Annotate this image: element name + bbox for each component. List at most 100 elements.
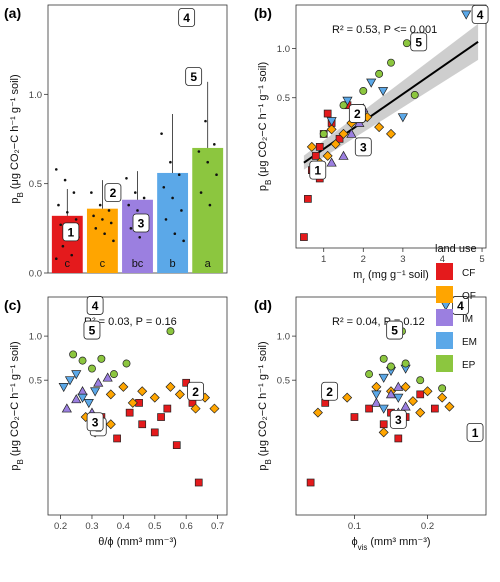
legend-label-ep: EP [462, 360, 476, 371]
bar-point-cf [74, 218, 78, 221]
panel-d-callout-4-label: 4 [457, 299, 464, 313]
bar-point-of [112, 239, 115, 243]
panel-c-point-of [190, 403, 201, 414]
bar-point-cf [72, 191, 76, 194]
panel-c-ylabel: pB(μg CO₂−C h⁻¹ g⁻¹ soil) [9, 341, 25, 470]
panel-c-point-ep [78, 356, 87, 365]
panel-b-point-em [326, 117, 337, 127]
panel-b-xlabel: mr (mg g⁻¹ soil) [353, 269, 429, 285]
panel-b-point-of [386, 128, 396, 139]
bar-point-em [182, 239, 185, 243]
panel-b-point-of [326, 124, 337, 135]
panel-d-point-of [342, 392, 353, 403]
panel-d-point-of [444, 401, 455, 412]
panel-b-point-ep [339, 101, 348, 110]
panel-b-point-of [330, 139, 341, 150]
panel-c-point-cf [157, 413, 165, 421]
panel-b-point-cf [304, 195, 312, 203]
panel-d-point-cf [416, 390, 425, 399]
panel-a-callout-2-box [104, 183, 122, 203]
panel-d-point-of [422, 386, 433, 397]
panel-b-callout-3-label: 3 [360, 140, 367, 154]
panel-c-point-cf [194, 478, 203, 487]
panel-b-callout-5-label: 5 [415, 35, 422, 49]
panel-d-callout-2-label: 2 [326, 385, 333, 399]
bar-point-im [125, 177, 128, 180]
panel-b-point-em [366, 78, 377, 88]
bar-point-of [103, 232, 106, 235]
panel-c-xtick-label: 0.7 [211, 521, 224, 532]
bar-point-em [169, 160, 172, 164]
panel-b-point-cf [335, 134, 344, 143]
bar-im [122, 199, 153, 273]
panel-d-point-cf [306, 478, 315, 487]
panel-d-callout-5-label: 5 [391, 324, 398, 338]
panel-c-point-ep [122, 359, 131, 368]
panel-d-point-im [371, 397, 382, 407]
panel-a-callout-5-box [185, 67, 203, 86]
bar-point-em [164, 218, 168, 221]
bar-point-ep [199, 191, 203, 194]
panel-d-callout-3-label: 3 [395, 413, 402, 427]
bar-point-cf [59, 223, 62, 227]
panel-c-point-im [93, 377, 104, 387]
panel-b-ytick-label: 0.5 [277, 93, 290, 104]
bar-point-ep [215, 173, 218, 177]
panel-c-point-ep [109, 370, 118, 379]
panel-c-point-ep [69, 350, 78, 359]
panel-d-xtick-label: 0.1 [348, 521, 361, 532]
panel-d-ylabel: pB(μg CO₂−C h⁻¹ g⁻¹ soil) [257, 341, 273, 470]
panel-a-callout-4-box [178, 8, 196, 27]
panel-b-xtick-label: 1 [321, 254, 326, 265]
panel-b-xtick-label: 4 [440, 254, 445, 265]
panel-c-point-ep [97, 354, 106, 363]
panel-a-callout-5-label: 5 [190, 70, 197, 84]
panel-b-point-of [374, 122, 385, 133]
panel-d-point-ep [365, 370, 374, 379]
bar-point-of [94, 227, 98, 230]
panel-b-point-ep [319, 129, 328, 138]
panel-c-point-em [77, 393, 88, 403]
panel-b-callout-1-label: 1 [314, 164, 321, 178]
panel-c-frame [47, 296, 228, 516]
panel-d-point-of [400, 381, 411, 392]
bar-point-of [92, 214, 95, 218]
panel-b-point-im [346, 128, 357, 138]
bar-point-cf [61, 244, 65, 248]
panel-a-ytick-label: 1.0 [29, 90, 42, 101]
bar-em [157, 172, 189, 273]
bar-point-im [138, 235, 142, 239]
panel-d-point-em [378, 373, 389, 383]
bar-point-ep [197, 150, 201, 153]
bar-point-cf [66, 210, 69, 214]
panel-c-point-em [58, 383, 69, 393]
panel-d-point-cf [394, 434, 403, 443]
bar-point-ep [208, 203, 212, 207]
panel-b-point-im [326, 157, 337, 167]
panel-c-point-cf [113, 434, 121, 443]
panel-a-ylabel: pB(μg CO₂−C h⁻¹ g⁻¹ soil) [9, 74, 25, 203]
bar-point-em [177, 173, 181, 177]
legend-swatch-im [436, 309, 453, 326]
bar-letter-im: bc [132, 258, 144, 270]
panel-d-point-ep [401, 359, 410, 368]
panel-d-point-cf [430, 404, 439, 413]
panel-d-callout-4-box [452, 296, 469, 315]
panel-c-point-cf [172, 441, 181, 449]
panel-b-point-im [338, 150, 349, 160]
panel-b-callout-2-box [348, 104, 366, 123]
panel-c-point-im [77, 386, 88, 396]
panel-a-ytick-label: 0.5 [29, 179, 42, 190]
panel-d-point-im [400, 401, 411, 411]
panel-d-xtick-label: 0.2 [421, 521, 434, 532]
bar-point-im [142, 196, 146, 200]
panel-b-point-cf [315, 143, 324, 151]
panel-b-point-cf [323, 109, 332, 118]
legend-label-im: IM [462, 314, 473, 325]
panel-d-point-of [371, 381, 382, 392]
legend-label-cf: CF [462, 268, 475, 279]
panel-c-point-of [174, 389, 185, 400]
legend-label-em: EM [462, 337, 477, 348]
bar-point-cf [54, 168, 58, 171]
panel-c-point-cf [163, 404, 172, 413]
